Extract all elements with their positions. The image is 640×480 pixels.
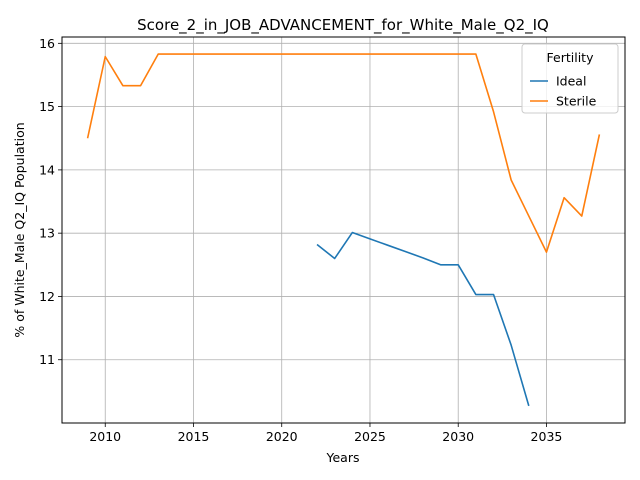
legend: Fertility Ideal Sterile [521,43,619,114]
series-line-sterile [86,53,601,253]
y-axis-ticks: 11 12 13 14 15 16 [39,36,62,367]
x-tick-label: 2015 [178,429,210,444]
x-tick-label: 2010 [89,429,121,444]
y-tick-label: 16 [39,36,55,51]
y-tick-label: 11 [39,352,55,367]
x-tick-label: 2035 [531,429,563,444]
x-axis-ticks: 2010 2015 2020 2025 2030 2035 [89,423,562,444]
series-lines [86,53,601,407]
series-line-ideal [316,231,530,407]
y-axis-label: % of White_Male Q2_IQ Population [12,122,27,337]
y-tick-label: 12 [39,289,55,304]
y-tick-label: 15 [39,99,55,114]
x-tick-label: 2025 [354,429,386,444]
legend-label-ideal: Ideal [556,74,586,89]
legend-title: Fertility [547,50,595,65]
legend-box [521,43,619,114]
y-tick-label: 13 [39,226,55,241]
y-tick-label: 14 [39,162,55,177]
legend-label-sterile: Sterile [556,94,597,109]
x-axis-label: Years [326,450,360,465]
chart-title: Score_2_in_JOB_ADVANCEMENT_for_White_Mal… [137,16,549,35]
x-tick-label: 2030 [442,429,474,444]
plot-frame [61,36,626,424]
x-tick-label: 2020 [266,429,298,444]
